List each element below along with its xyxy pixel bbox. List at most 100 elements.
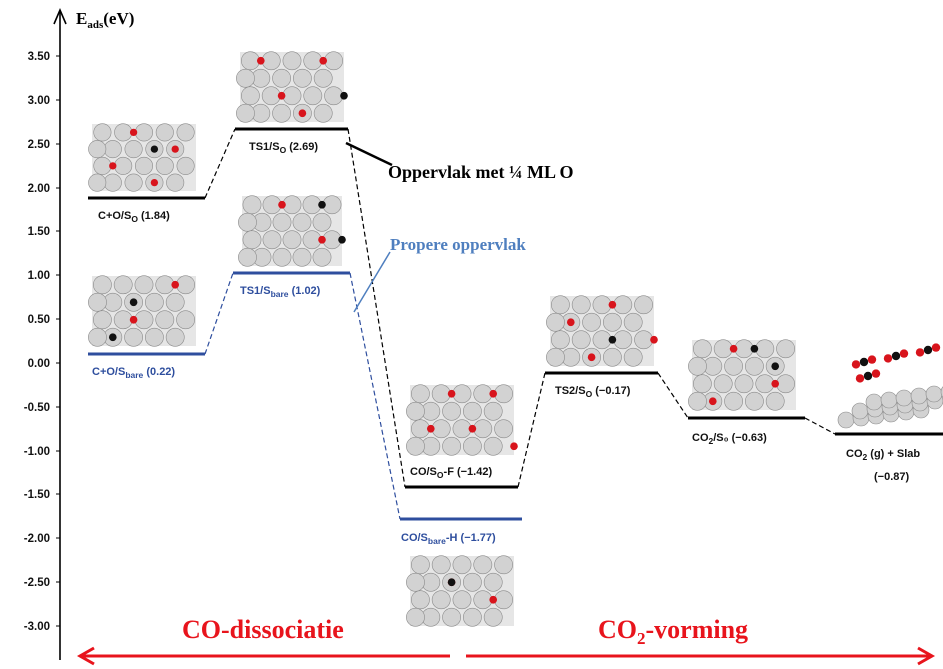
metal-atom <box>693 374 712 394</box>
tick-label: 3.00 <box>28 95 50 107</box>
y-tick: 1.50 <box>28 226 60 238</box>
metal-atom <box>925 385 943 403</box>
metal-atom <box>406 401 425 421</box>
structure-co2-gas-slab <box>837 343 943 429</box>
label-ts1-so: TS1/SO (2.69) <box>249 141 318 155</box>
oxygen-atom <box>319 56 328 65</box>
metal-atom <box>113 275 133 295</box>
oxygen-atom <box>298 109 307 118</box>
connector-black <box>517 372 546 488</box>
y-tick: -2.00 <box>24 533 60 545</box>
oxygen-atom <box>851 360 861 369</box>
metal-atom <box>292 68 312 88</box>
metal-atom <box>452 555 472 575</box>
metal-atom <box>93 310 112 330</box>
metal-atom <box>88 140 107 159</box>
axis-title-main: E <box>76 9 87 28</box>
y-tick: 3.00 <box>28 95 60 107</box>
metal-atom <box>262 230 282 250</box>
tick-label: 3.50 <box>28 51 50 63</box>
metal-atom <box>551 330 570 350</box>
metal-atom <box>734 339 754 359</box>
metal-atom <box>623 347 643 367</box>
metal-atom <box>776 374 796 394</box>
metal-atom <box>431 419 451 439</box>
metal-atom <box>431 384 451 404</box>
metal-atom <box>303 86 323 106</box>
axis-title-unit: (eV) <box>103 9 134 28</box>
metal-atom <box>473 419 493 439</box>
metal-atom <box>134 310 154 330</box>
oxygen-atom <box>899 349 909 358</box>
structure-ts2-so <box>546 295 658 367</box>
connector-blue <box>349 272 401 520</box>
axis-title-sub: ads <box>87 19 104 31</box>
tick-label: 0.50 <box>28 314 50 326</box>
oxygen-atom <box>318 235 326 244</box>
tick-label: 2.50 <box>28 139 50 151</box>
metal-atom <box>272 212 292 232</box>
carbon-atom <box>150 145 159 153</box>
metal-atom <box>240 86 260 106</box>
metal-atom <box>236 68 255 88</box>
metal-atom <box>93 275 112 295</box>
metal-atom <box>462 436 482 456</box>
metal-atom <box>755 339 775 359</box>
oxygen-atom <box>468 424 477 433</box>
metal-atom <box>165 292 185 312</box>
connectors <box>204 128 836 520</box>
structure-ts1-so <box>236 51 348 123</box>
carbon-atom <box>338 235 346 244</box>
tick-label: -2.00 <box>24 533 50 545</box>
oxygen-atom <box>278 200 286 209</box>
metal-atom <box>592 330 612 350</box>
label-ts2-so: TS2/SO (−0.17) <box>555 385 631 399</box>
metal-atom <box>282 230 302 250</box>
carbon-atom <box>318 200 326 209</box>
y-tick: 2.00 <box>28 183 60 195</box>
oxygen-atom <box>109 162 117 170</box>
connector-black <box>347 128 406 488</box>
tick-label: 2.00 <box>28 183 50 195</box>
metal-atom <box>292 212 312 232</box>
metal-atom <box>155 156 174 175</box>
metal-atom <box>114 123 133 142</box>
oxygen-atom <box>608 300 617 309</box>
metal-atom <box>688 356 707 376</box>
label-c-o-sbare: C+O/Sbare (0.22) <box>92 366 175 380</box>
metal-atom <box>88 173 107 192</box>
metal-atom <box>851 402 869 420</box>
oxygen-atom <box>566 318 575 327</box>
carbon-atom <box>129 298 138 307</box>
metal-atom <box>765 391 785 411</box>
metal-atom <box>483 572 503 592</box>
metal-atom <box>613 330 633 350</box>
metal-atom <box>155 275 175 295</box>
carbon-atom <box>340 91 348 100</box>
carbon-atom <box>859 357 869 367</box>
section-co-dissociatie: CO-dissociatie <box>182 615 344 644</box>
metal-atom <box>144 327 164 347</box>
metal-atom <box>431 555 451 575</box>
oxygen-atom <box>426 424 435 433</box>
y-tick: -1.50 <box>24 489 60 501</box>
carbon-atom <box>608 335 617 344</box>
oxygen-atom <box>931 343 941 352</box>
metal-atom <box>571 330 591 350</box>
y-tick: 0.00 <box>28 358 60 370</box>
section-co2-vorming: CO2-vorming <box>598 615 748 648</box>
connector-black <box>657 372 689 419</box>
metal-atom <box>114 156 133 175</box>
metal-atom <box>442 607 462 627</box>
metal-atom <box>724 391 744 411</box>
label-c-o-so: C+O/SO (1.84) <box>98 210 170 224</box>
metal-atom <box>410 555 430 575</box>
label-co-sbare-h: CO/Sbare-H (−1.77) <box>401 532 496 546</box>
metal-atom <box>603 312 622 332</box>
oxygen-atom <box>855 374 865 383</box>
oxygen-atom <box>129 315 138 324</box>
oxygen-atom <box>129 128 138 137</box>
metal-atom <box>442 436 462 456</box>
oxygen-atom <box>729 344 738 353</box>
